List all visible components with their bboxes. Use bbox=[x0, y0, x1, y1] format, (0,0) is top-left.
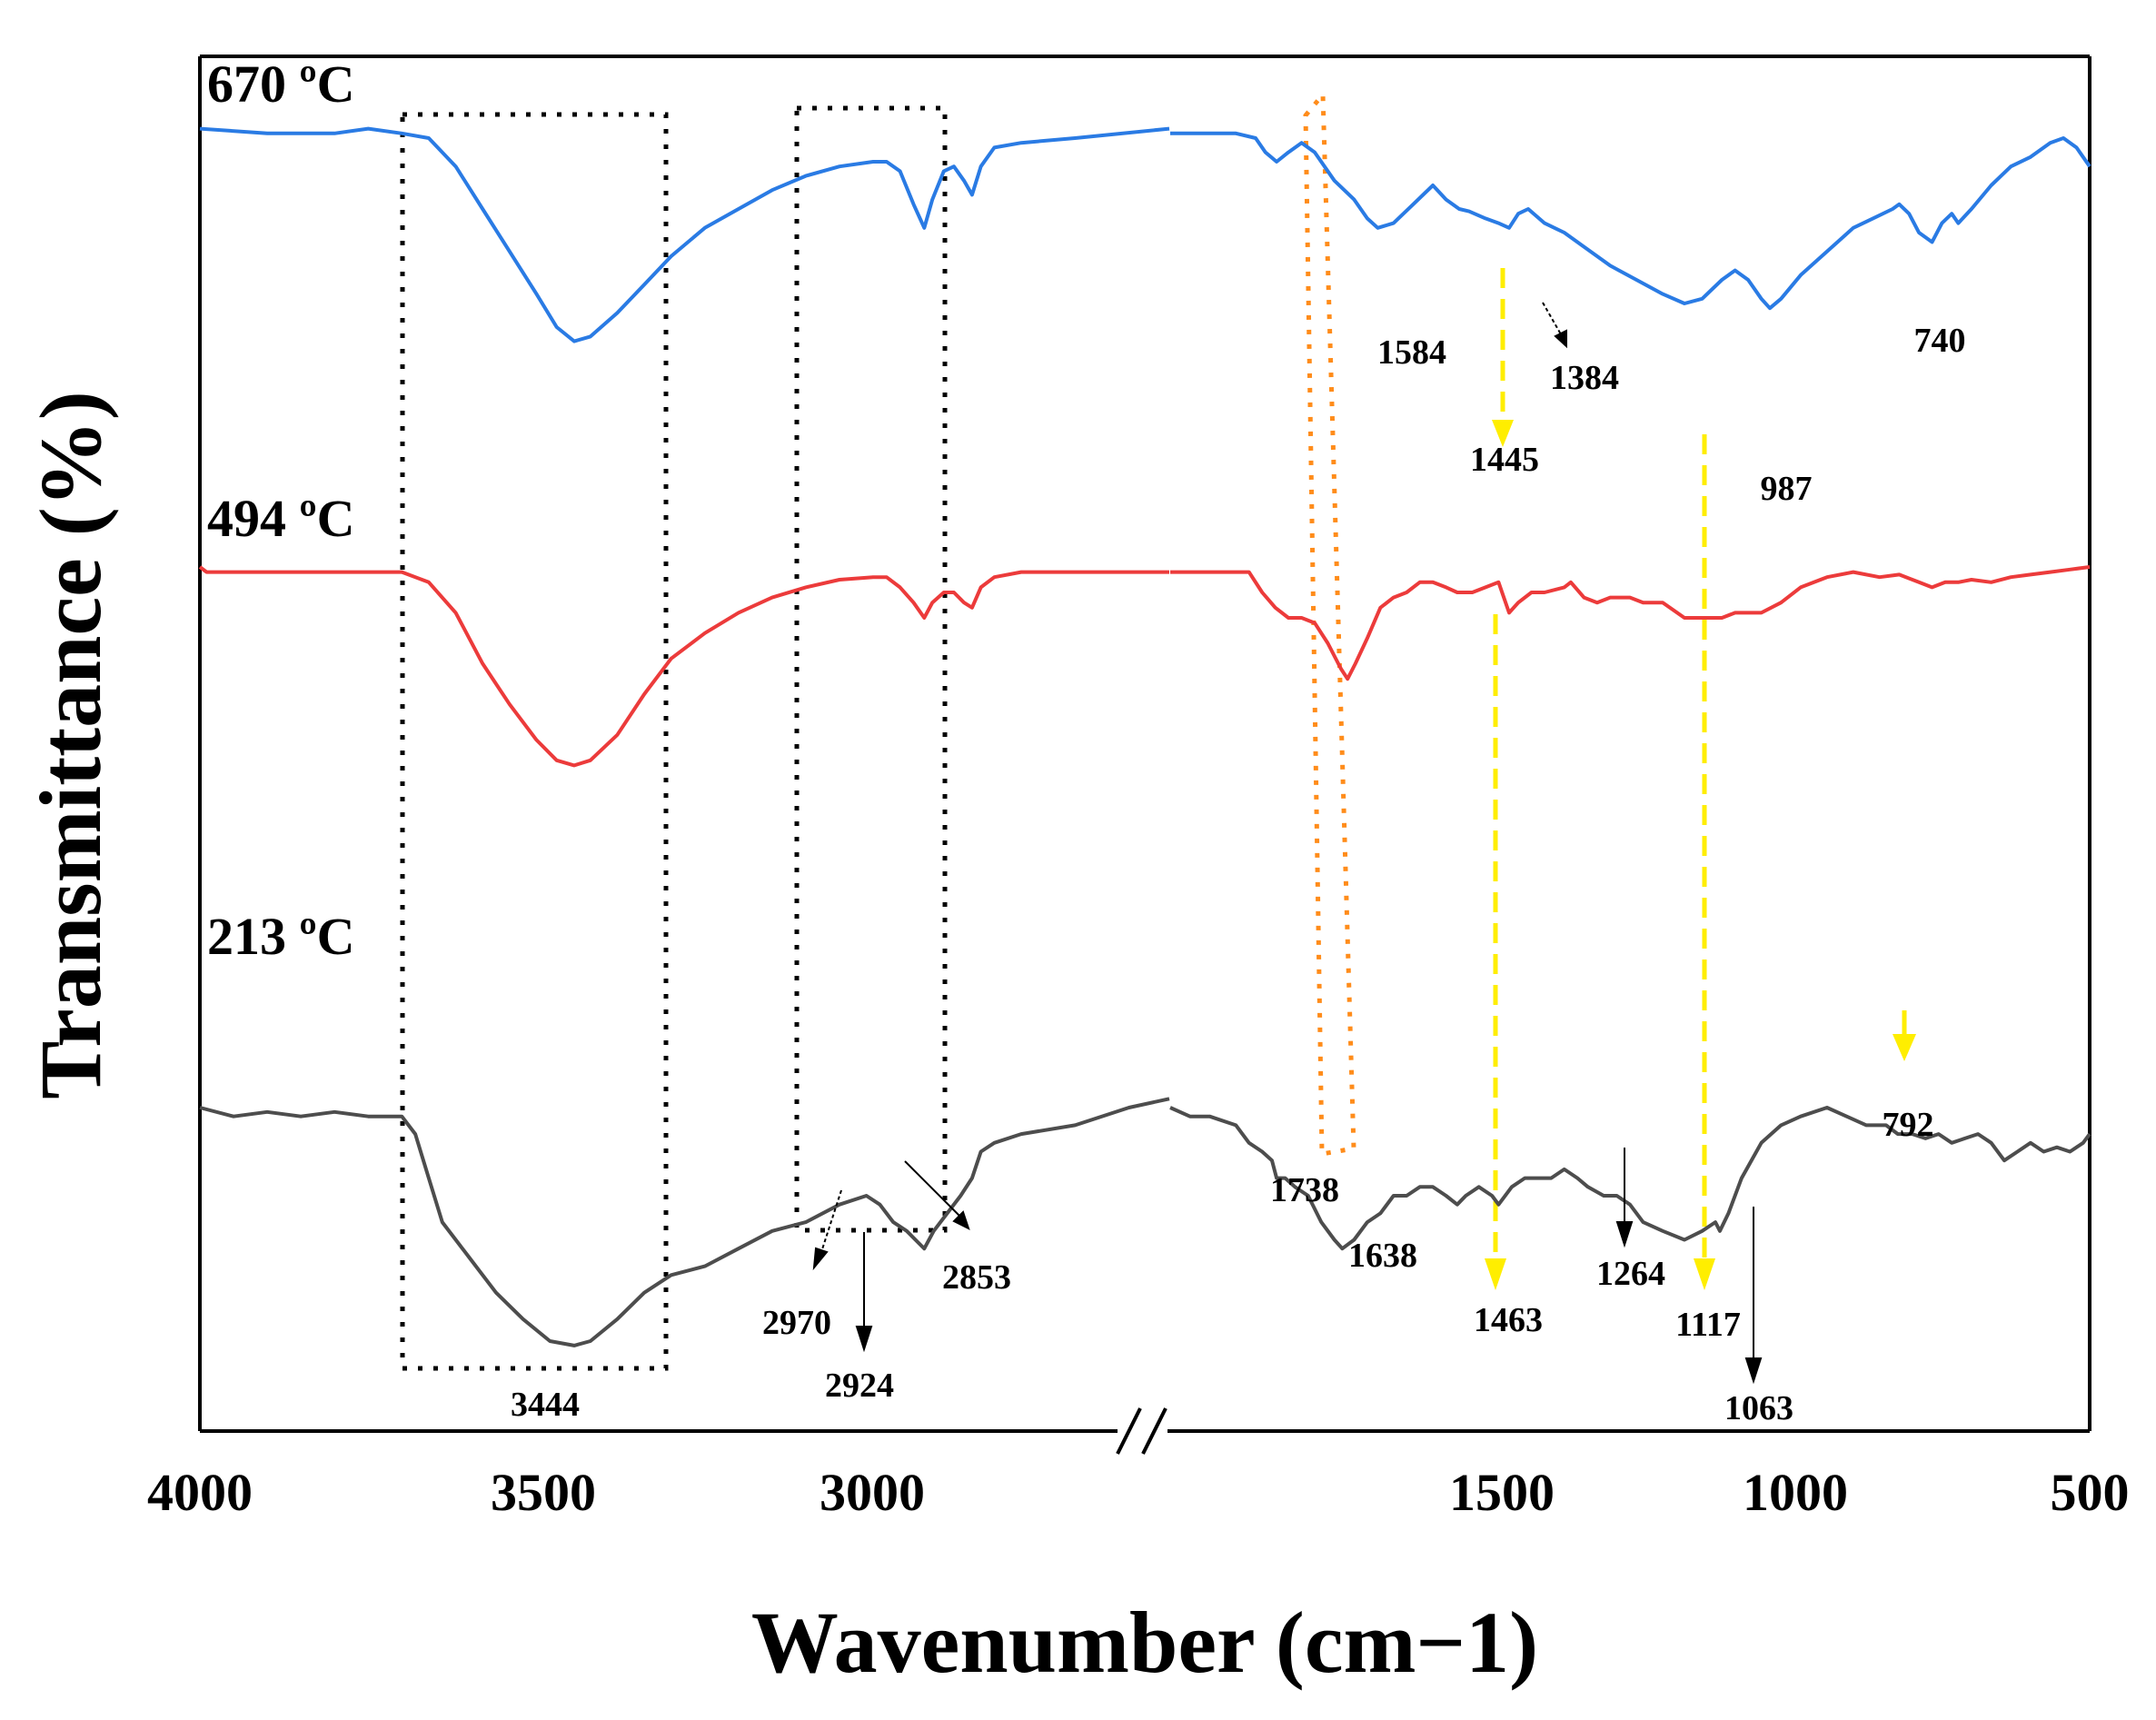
arrow-1384 bbox=[1542, 302, 1562, 335]
guide-arrow-1463 bbox=[1485, 1258, 1506, 1290]
guide-arrow-1445 bbox=[1492, 420, 1514, 447]
arrow-2970 bbox=[820, 1189, 842, 1253]
axis-break-mark-2 bbox=[1141, 1407, 1167, 1455]
series-labels: 670 ºC 494 ºC 213 ºC bbox=[207, 55, 355, 966]
guide-arrow-792 bbox=[1893, 1034, 1916, 1061]
series-line-670-segment-2 bbox=[1170, 131, 2091, 311]
x-axis-title: Wavenumber (cm−1) bbox=[751, 1594, 1538, 1691]
x-tick-4000: 4000 bbox=[147, 1463, 253, 1522]
region-ellipse-carbonyl bbox=[1303, 88, 1356, 1157]
series-line-213-segment-1 bbox=[199, 1097, 1170, 1347]
axis-break-mark-1 bbox=[1116, 1407, 1142, 1455]
peak-label-1264: 1264 bbox=[1596, 1255, 1665, 1293]
x-tick-1500: 1500 bbox=[1449, 1463, 1555, 1522]
x-tick-1000: 1000 bbox=[1743, 1463, 1848, 1522]
y-axis-title: Transmittance (%) bbox=[22, 391, 119, 1099]
arrowhead-2970 bbox=[812, 1247, 829, 1271]
peak-label-740: 740 bbox=[1914, 322, 1966, 360]
arrowhead-1264 bbox=[1615, 1221, 1634, 1248]
peak-label-1384: 1384 bbox=[1550, 359, 1619, 397]
guide-arrow-1117 bbox=[1694, 1258, 1715, 1290]
peak-label-2970: 2970 bbox=[762, 1304, 831, 1342]
peak-label-2853: 2853 bbox=[942, 1258, 1011, 1297]
peak-label-1445: 1445 bbox=[1470, 441, 1539, 479]
arrowhead-1384 bbox=[1554, 329, 1567, 349]
x-tick-3000: 3000 bbox=[820, 1463, 925, 1522]
x-tick-500: 500 bbox=[2051, 1463, 2130, 1522]
series-label-213: 213 ºC bbox=[207, 907, 355, 966]
peak-label-987: 987 bbox=[1761, 470, 1813, 508]
peak-label-2924: 2924 bbox=[825, 1367, 894, 1405]
series-label-494: 494 ºC bbox=[207, 489, 355, 548]
peak-label-1638: 1638 bbox=[1348, 1237, 1417, 1275]
peak-label-1117: 1117 bbox=[1675, 1306, 1741, 1344]
arrowhead-1063 bbox=[1744, 1357, 1763, 1385]
x-tick-3500: 3500 bbox=[491, 1463, 596, 1522]
peak-arrows bbox=[812, 302, 1763, 1385]
series-line-494-segment-2 bbox=[1170, 565, 2091, 681]
peak-label-1584: 1584 bbox=[1377, 333, 1446, 372]
highlight-regions bbox=[400, 88, 1916, 1371]
peak-label-1738: 1738 bbox=[1270, 1171, 1339, 1209]
series-line-213-segment-2 bbox=[1169, 1106, 2091, 1251]
arrow-2853 bbox=[904, 1160, 962, 1218]
arrowhead-2924 bbox=[855, 1326, 873, 1353]
peak-label-792: 792 bbox=[1883, 1106, 1934, 1144]
region-box-ch bbox=[794, 105, 948, 1233]
series-label-670: 670 ºC bbox=[207, 55, 355, 114]
plot-frame bbox=[198, 55, 2091, 1455]
series-line-494-segment-1 bbox=[198, 565, 1169, 768]
series-curves bbox=[198, 126, 2091, 1347]
series-line-670-segment-1 bbox=[199, 126, 1170, 343]
arrowhead-2853 bbox=[952, 1210, 970, 1230]
peak-labels: 3444 2970 2924 2853 1738 1638 1463 1264 … bbox=[511, 322, 1966, 1427]
x-tick-labels: 4000 3500 3000 1500 1000 500 bbox=[147, 1463, 2130, 1522]
peak-label-1063: 1063 bbox=[1724, 1389, 1793, 1427]
peak-label-3444: 3444 bbox=[511, 1386, 580, 1424]
peak-label-1463: 1463 bbox=[1474, 1301, 1543, 1339]
